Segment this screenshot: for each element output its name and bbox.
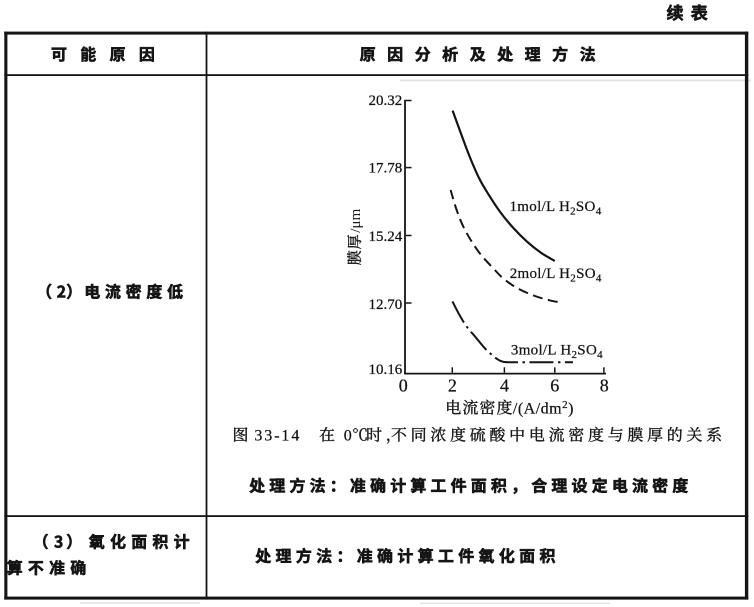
svg-text:20.32: 20.32 [369,93,403,109]
svg-text:1mol/L H2SO4: 1mol/L H2SO4 [510,199,602,217]
svg-text:15.24: 15.24 [369,229,403,245]
svg-text:33-14: 33-14 [254,428,301,445]
svg-text:/(A/dm2): /(A/dm2) [513,399,574,417]
svg-text:10.16: 10.16 [369,362,403,378]
svg-text:17.78: 17.78 [369,161,403,177]
svg-text:6: 6 [550,376,559,396]
svg-text:4: 4 [500,376,509,396]
svg-text:0: 0 [344,428,352,445]
svg-text:8: 8 [600,376,609,396]
svg-text:2: 2 [448,376,457,396]
svg-text:3mol/L H2SO4: 3mol/L H2SO4 [511,343,603,361]
svg-text:12.70: 12.70 [369,297,403,313]
svg-text:0: 0 [399,376,408,396]
svg-text:/μm: /μm [347,208,364,232]
svg-text:2mol/L H2SO4: 2mol/L H2SO4 [510,266,602,284]
